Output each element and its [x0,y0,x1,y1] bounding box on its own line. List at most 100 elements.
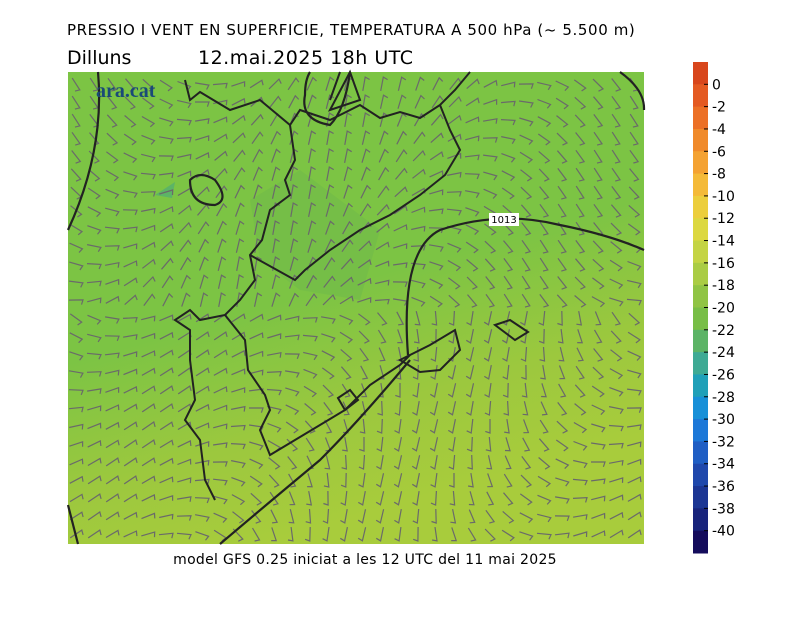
wind-barb [573,79,587,92]
wind-barb [465,383,475,398]
footer: model GFS 0.25 iniciat a les 12 UTC del … [173,552,557,568]
colorbar-segment [693,218,708,242]
wind-barb [609,387,624,397]
colorbar-segment [693,285,708,308]
wind-barb [87,422,102,430]
wind-barb [104,226,120,234]
wind-barb [88,169,101,182]
wind-barb [594,311,602,326]
wind-barb [520,204,532,218]
wind-barb [213,478,228,486]
wind-barb [519,117,534,127]
wind-barb [609,529,624,539]
wind-barb [86,244,102,253]
wind-barb [610,222,623,236]
wind-barb [177,170,192,178]
wind-barb [576,310,583,326]
wind-barb [304,403,317,416]
wind-barb [104,245,120,251]
wind-barb [430,132,444,144]
wind-barb [230,424,246,431]
wind-barb [213,386,228,394]
wind-barb [521,364,527,380]
wind-barb [609,511,624,520]
wind-barb [466,78,480,90]
wind-barb [486,491,495,506]
wind-barb [342,202,353,217]
wind-barb [159,189,174,196]
wind-barb [344,130,352,146]
wind-barb [483,98,498,105]
wind-barb [375,526,384,542]
wind-barb [447,242,462,253]
wind-barb [611,167,621,182]
wind-barb [123,511,138,520]
wind-barb [609,368,624,380]
wind-barb [520,186,533,200]
wind-barb [231,494,246,506]
wind-barb [446,208,462,216]
wind-barb [537,81,552,91]
wind-barb [177,421,192,431]
wind-barb [213,116,228,124]
wind-barb [235,238,245,253]
wind-barb [465,328,474,344]
wind-barb [358,473,366,488]
wind-barb [195,531,210,541]
wind-barb [395,149,408,163]
wind-barb [520,169,533,182]
wind-barb [609,259,623,272]
wind-barb [413,329,420,344]
wind-barb [593,131,603,146]
wind-barb [268,457,281,470]
wind-barb [123,475,138,485]
wind-barb [217,274,227,289]
wind-barb [519,151,534,164]
wind-barb [609,297,624,307]
wind-barb [140,207,156,214]
wind-barb [159,79,173,92]
wind-barb [376,203,390,216]
wind-barb [321,350,336,362]
wind-barb [611,113,621,128]
wind-barb [212,461,228,467]
colorbar-label: -10 [712,189,735,205]
wind-barb [340,257,354,270]
wind-barb [272,256,281,272]
wind-barb [465,241,479,254]
wind-barb [393,491,403,506]
wind-barb [343,166,353,181]
wind-barb [411,206,426,214]
wind-barb [308,148,316,164]
wind-barb [123,421,138,431]
wind-barb [249,369,264,376]
wind-barb [430,113,444,126]
wind-barb [288,94,300,109]
wind-barb [484,400,492,416]
colorbar-segment [693,508,708,532]
wind-barb [254,220,263,236]
wind-barb [465,116,480,124]
wind-barb [231,368,246,376]
wind-barb [575,365,585,380]
wind-barb [626,298,642,306]
wind-barb [141,350,156,358]
wind-barb [429,382,438,398]
wind-barb [105,475,120,485]
wind-barb [412,364,419,380]
wind-barb [159,349,174,359]
wind-barb [87,388,102,394]
wind-barb [557,239,567,254]
wind-barb [214,167,228,180]
wind-barb [539,203,550,218]
wind-barb [430,473,438,488]
wind-barb [195,151,210,160]
wind-barb [377,400,383,416]
wind-barb [573,440,588,451]
colorbar-label: -18 [712,278,735,294]
wind-barb [123,385,138,394]
wind-barb [141,512,156,520]
wind-barb [376,222,390,233]
wind-barb [287,527,294,542]
wind-barb [123,152,138,164]
